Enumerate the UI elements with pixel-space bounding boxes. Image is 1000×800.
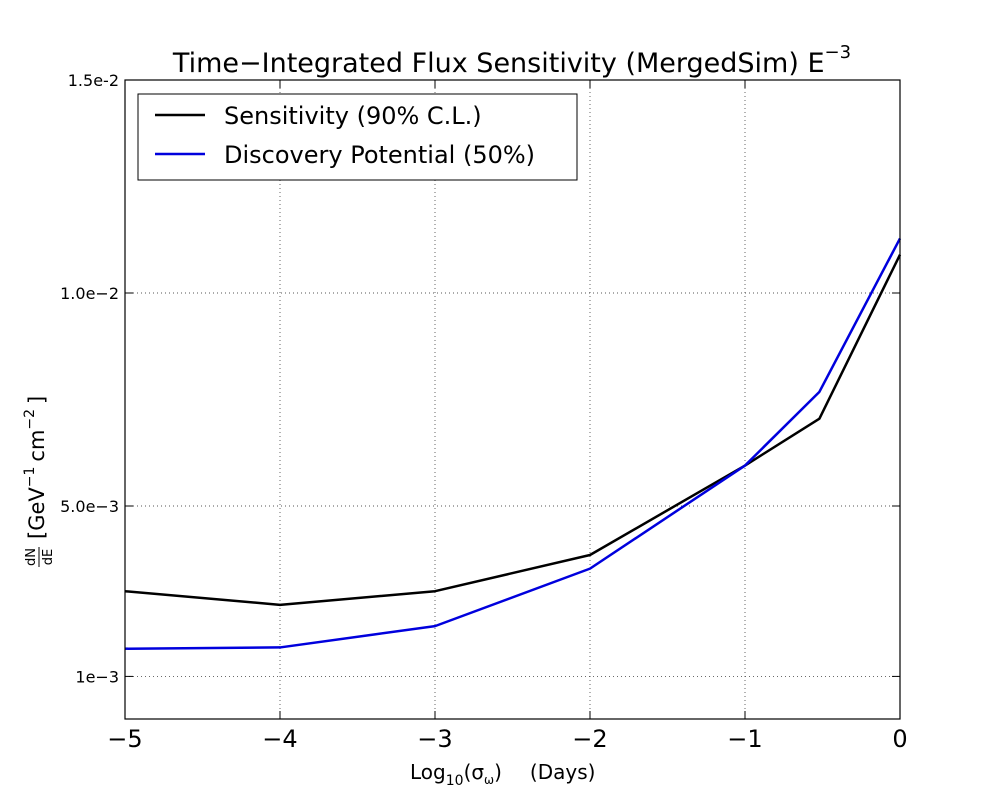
y-axis-label-fraction-denominator: dE [41,549,56,565]
x-tick-label-5: 0 [892,725,907,753]
x-axis-label-base: Log [410,760,446,784]
x-tick-label-0: −5 [107,725,142,753]
legend-label-discovery-potential: Discovery Potential (50%) [224,141,535,169]
chart-title-main: Time−Integrated Flux Sensitivity (Merged… [172,48,825,79]
legend-box [137,93,578,181]
x-axis-label-arg-subscript: ω [484,773,494,787]
series-line-1 [124,237,902,650]
series-line-0 [124,254,902,607]
x-tick-label-2: −3 [417,725,452,753]
y-axis-label-mid: cm [25,430,49,462]
y-axis-label-exponent-2: −2 [22,409,38,430]
x-axis-label-close: ) [494,760,502,784]
legend: Sensitivity (90% C.L.) Discovery Potenti… [137,93,578,181]
y-tick-label-2: 1.0e−2 [60,284,119,303]
y-axis-label-open: [GeV [25,487,49,539]
y-axis-label-units: [GeV−1 cm−2] [22,396,49,539]
y-axis-label-fraction-numerator: dN [24,548,39,566]
y-axis-label-exponent-1: −1 [22,467,38,488]
x-axis-label-units: (Days) [530,760,596,784]
x-tick-label-4: −1 [727,725,762,753]
chart-title: Time−Integrated Flux Sensitivity (Merged… [172,42,851,79]
chart-title-exponent: −3 [825,42,852,63]
legend-label-sensitivity: Sensitivity (90% C.L.) [224,102,482,130]
y-axis-label-close: ] [25,396,49,404]
x-axis-label: Log10(σω) (Days) [410,760,595,789]
x-axis-label-subscript: 10 [446,773,464,789]
series-layer [124,237,902,650]
x-axis-label-arg: (σ [464,760,485,784]
grid-layer [125,80,900,719]
plot-frame [124,79,901,720]
y-axis-label: dN dE [GeV−1 cm−2] [22,396,56,567]
y-tick-label-3: 1.5e-2 [68,71,119,90]
x-tick-label-3: −2 [572,725,607,753]
y-tick-label-1: 5.0e−3 [60,497,119,516]
tick-layer: −5 −4 −3 −2 −1 0 1e−3 5.0e−3 1.0e−2 1.5e-2 [60,71,908,753]
y-tick-label-0: 1e−3 [75,667,119,686]
x-tick-label-1: −4 [262,725,297,753]
